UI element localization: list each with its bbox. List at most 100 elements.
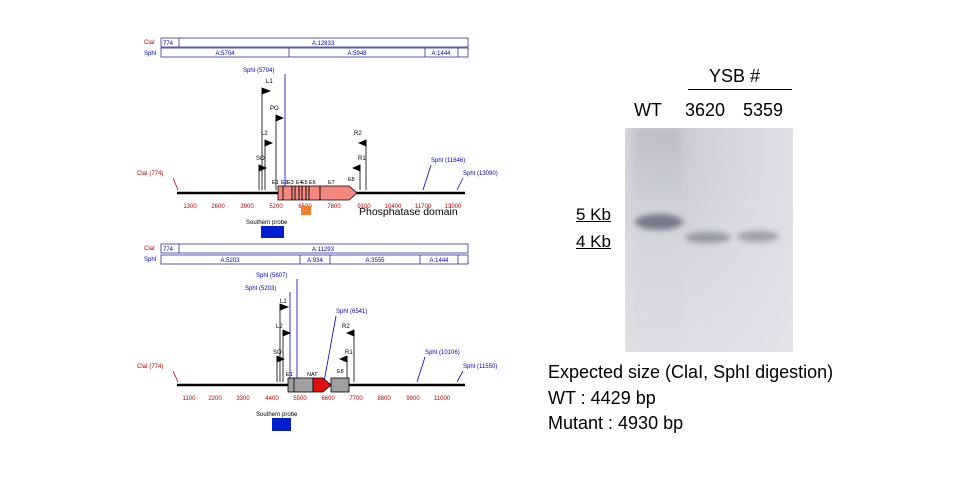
blot-lane-smear bbox=[633, 128, 681, 352]
wt-southern-probe bbox=[261, 226, 284, 238]
mut-clai-first: 774 bbox=[163, 247, 174, 253]
wt-tick: 11700 bbox=[415, 204, 432, 210]
primer-arrow-icon bbox=[338, 355, 348, 363]
mut-site-sphi-d: SphI (10106) bbox=[425, 350, 460, 356]
wt-primer-label: R2 bbox=[354, 131, 362, 137]
wt-tick: 2600 bbox=[211, 204, 225, 210]
mut-tick: 7700 bbox=[349, 396, 363, 402]
mut-sphi-seg-2: A:934 bbox=[307, 258, 323, 264]
primer-arrow-icon bbox=[357, 139, 367, 147]
wt-site-sphi-b: SphI (11646) bbox=[431, 158, 465, 164]
primer-arrow-icon bbox=[345, 329, 355, 337]
mut-sphi-seg-1: A:5203 bbox=[220, 258, 240, 264]
primer-arrow-icon bbox=[264, 139, 274, 147]
wt-probe-label: Southern probe bbox=[246, 220, 288, 226]
wt-exon-label: E8 bbox=[348, 177, 355, 183]
wt-map: ClaI SphI 774 A:12833 A:5704 A:5948 A:14… bbox=[137, 37, 498, 238]
mut-nat-cassette bbox=[312, 377, 332, 393]
wt-site-sphi-a: SphI (5704) bbox=[243, 68, 274, 74]
wt-tick: 13000 bbox=[445, 204, 462, 210]
mut-tick: 5500 bbox=[293, 396, 307, 402]
mut-primer-label: SO bbox=[273, 350, 282, 356]
wt-exon-label: E3 bbox=[287, 180, 294, 186]
mut-tick: 4400 bbox=[265, 396, 279, 402]
mutant-map: ClaI SphI 774 A:11293 A:5203 A:934 A:355… bbox=[137, 243, 497, 431]
wt-tick: 3900 bbox=[240, 204, 254, 210]
mut-southern-probe bbox=[272, 418, 291, 431]
band-5359 bbox=[737, 231, 779, 242]
wt-tick: 9100 bbox=[357, 204, 371, 210]
wt-sphi-row-label: SphI bbox=[144, 51, 157, 57]
wt-primer-label: SO bbox=[256, 156, 265, 162]
wt-tick: 7800 bbox=[327, 204, 341, 210]
mut-tick: 8800 bbox=[377, 396, 391, 402]
wt-site-clai: ClaI (774) bbox=[137, 171, 163, 177]
primer-arrow-icon bbox=[282, 329, 292, 337]
primer-arrow-icon bbox=[261, 87, 272, 95]
primer-arrow-icon bbox=[279, 303, 290, 311]
wt-tick: 10400 bbox=[385, 204, 402, 210]
mut-exon-label: E8 bbox=[337, 369, 344, 375]
wt-domain-label: Phosphatase domain bbox=[359, 206, 458, 218]
wt-exon-label: E1 bbox=[272, 180, 279, 186]
marker-4kb: 4 Kb bbox=[576, 232, 611, 251]
mut-site-clai: ClaI (774) bbox=[137, 364, 163, 370]
mut-probe-label: Southern probe bbox=[256, 412, 298, 418]
mut-primer-label: R2 bbox=[342, 324, 350, 330]
wt-sphi-seg-3: A:1444 bbox=[431, 51, 451, 57]
wt-site-sphi-c: SphI (13090) bbox=[463, 171, 498, 177]
mut-sphi-seg-4: A:1444 bbox=[429, 258, 449, 264]
mut-tick: 9900 bbox=[406, 396, 420, 402]
mut-tick-labels: 1100 2200 3300 4400 5500 6600 7700 8800 … bbox=[183, 396, 451, 402]
expected-title: Expected size (ClaI, SphI digestion) bbox=[548, 362, 834, 382]
band-wt bbox=[635, 214, 683, 230]
wt-sphi-row bbox=[160, 47, 469, 58]
ysb-group-label: YSB # bbox=[709, 66, 761, 86]
wt-primers bbox=[258, 87, 367, 190]
mut-clai-seg: A:11293 bbox=[312, 247, 335, 253]
wt-sphi-seg-2: A:5948 bbox=[347, 51, 367, 57]
primer-arrow-icon bbox=[351, 164, 361, 172]
mut-site-sphi-b: SphI (5203) bbox=[245, 286, 276, 292]
mut-tick: 1100 bbox=[183, 396, 197, 402]
wt-exon-label: E2 bbox=[281, 180, 288, 186]
lane-label-3620: 3620 bbox=[685, 100, 726, 120]
mut-tick: 11000 bbox=[434, 396, 451, 402]
mut-tick: 3300 bbox=[236, 396, 250, 402]
mut-sphi-seg-3: A:3555 bbox=[365, 258, 385, 264]
wt-exon-label: E6 bbox=[309, 180, 316, 186]
wt-primer-label: L1 bbox=[266, 79, 273, 85]
southern-blot-image bbox=[625, 128, 793, 352]
mut-site-sphi-c: SphI (6541) bbox=[336, 309, 367, 315]
ysb-underline bbox=[688, 89, 792, 90]
wt-tick: 1300 bbox=[183, 204, 197, 210]
mut-gray-region bbox=[287, 377, 314, 393]
mut-nat-label: NAT bbox=[307, 372, 318, 378]
primer-arrow-icon bbox=[258, 164, 268, 172]
mut-site-sphi-e: SphI (11550) bbox=[463, 364, 497, 370]
wt-primer-label: R1 bbox=[358, 156, 366, 162]
mut-primer-label: L1 bbox=[280, 299, 287, 305]
wt-primer-label: L2 bbox=[261, 131, 268, 137]
wt-clai-seg: A:12833 bbox=[312, 41, 335, 47]
wt-exon-label: E7 bbox=[328, 180, 335, 186]
mut-primers bbox=[276, 303, 355, 382]
mut-exon-label: E1 bbox=[286, 372, 293, 378]
wt-primer-label: PO bbox=[270, 106, 279, 112]
mut-tick: 6600 bbox=[321, 396, 335, 402]
mut-primer-label: R1 bbox=[345, 350, 353, 356]
wt-exon-dividers bbox=[282, 186, 321, 200]
mut-clai-row bbox=[160, 243, 469, 254]
mut-tick: 2200 bbox=[208, 396, 222, 402]
wt-exon-label: E5 bbox=[301, 180, 308, 186]
wt-exon-label: E4 bbox=[296, 180, 303, 186]
mut-clai-row-label: ClaI bbox=[144, 246, 155, 252]
expected-mutant: Mutant : 4930 bp bbox=[548, 413, 684, 433]
mut-primer-label: L2 bbox=[276, 324, 283, 330]
primer-arrow-icon bbox=[276, 355, 286, 363]
wt-domain-box bbox=[301, 206, 311, 215]
wt-clai-row bbox=[160, 37, 469, 48]
mut-gray-region-2 bbox=[330, 377, 350, 393]
wt-gene-arrow bbox=[277, 185, 358, 201]
primer-arrow-icon bbox=[275, 114, 285, 122]
